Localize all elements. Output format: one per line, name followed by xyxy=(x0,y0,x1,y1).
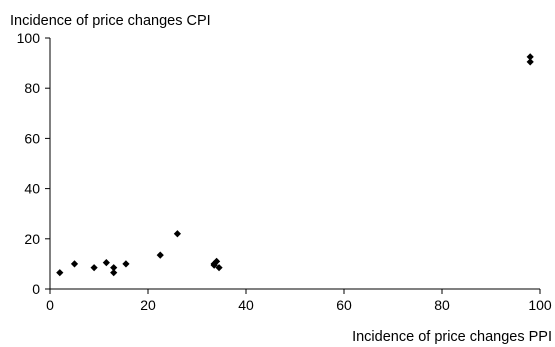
y-tick-label: 80 xyxy=(24,80,40,96)
axes xyxy=(45,37,541,294)
y-tick-label: 100 xyxy=(17,30,41,46)
x-tick-label: 60 xyxy=(336,297,352,313)
x-tick-label: 80 xyxy=(434,297,450,313)
data-point xyxy=(90,264,98,272)
y-axis-title: Incidence of price changes CPI xyxy=(10,13,211,29)
y-tick-label: 0 xyxy=(32,281,40,297)
y-tick-label: 20 xyxy=(24,231,40,247)
x-tick-label: 20 xyxy=(140,297,156,313)
x-axis-title: Incidence of price changes PPI xyxy=(352,329,552,345)
data-point xyxy=(110,269,118,277)
y-tick-label: 60 xyxy=(24,130,40,146)
x-tick-label: 0 xyxy=(46,297,54,313)
data-point xyxy=(102,259,110,267)
data-point xyxy=(210,261,218,269)
x-tick-label: 40 xyxy=(238,297,254,313)
data-points xyxy=(56,53,534,277)
data-point xyxy=(215,264,223,272)
data-point xyxy=(110,264,118,272)
data-point xyxy=(526,53,534,61)
data-point xyxy=(526,58,534,66)
data-point xyxy=(156,251,164,259)
x-tick-labels: 0 20 40 60 80 100 xyxy=(46,297,552,313)
data-point xyxy=(70,260,79,268)
data-point xyxy=(56,269,64,277)
data-point xyxy=(122,260,130,268)
x-tick-label: 100 xyxy=(528,297,552,313)
data-point xyxy=(173,230,181,238)
y-tick-label: 40 xyxy=(24,181,40,197)
y-tick-labels: 0 20 40 60 80 100 xyxy=(17,30,41,297)
